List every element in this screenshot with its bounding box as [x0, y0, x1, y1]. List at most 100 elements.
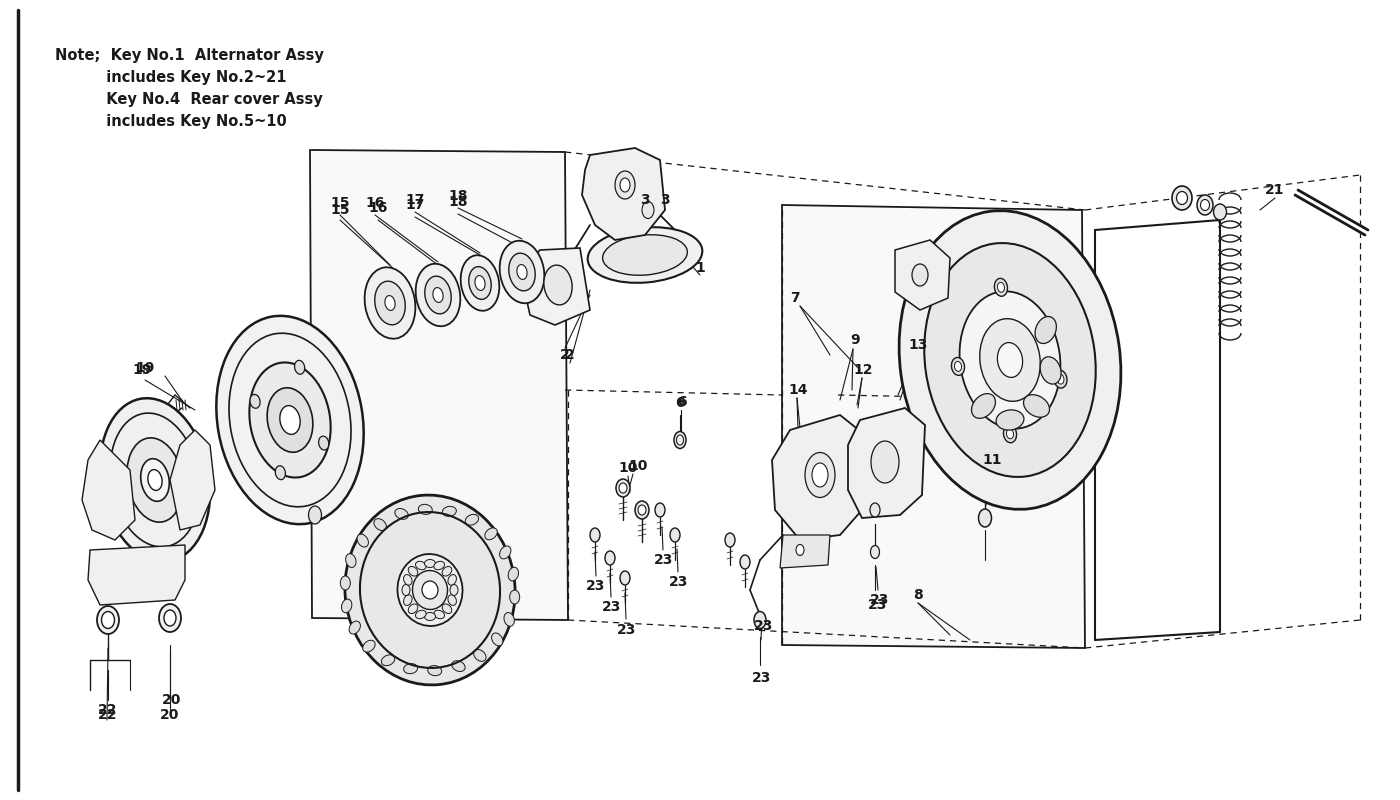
Ellipse shape: [671, 528, 680, 542]
Ellipse shape: [1057, 374, 1064, 384]
Ellipse shape: [980, 318, 1040, 402]
Ellipse shape: [871, 546, 879, 558]
Polygon shape: [83, 440, 134, 540]
Text: 16: 16: [368, 201, 388, 215]
Text: 11: 11: [983, 453, 1002, 467]
Text: 14: 14: [788, 383, 808, 397]
Ellipse shape: [899, 210, 1121, 510]
Ellipse shape: [620, 178, 630, 192]
Ellipse shape: [448, 595, 456, 606]
Ellipse shape: [402, 585, 410, 595]
Text: 1: 1: [696, 261, 704, 275]
Ellipse shape: [416, 610, 426, 618]
Ellipse shape: [416, 264, 461, 326]
Ellipse shape: [869, 503, 881, 517]
Ellipse shape: [952, 358, 965, 375]
Ellipse shape: [434, 562, 444, 570]
Ellipse shape: [871, 441, 899, 483]
Ellipse shape: [1007, 429, 1014, 438]
Ellipse shape: [959, 291, 1060, 429]
Polygon shape: [783, 205, 1085, 648]
Ellipse shape: [508, 567, 518, 581]
Polygon shape: [848, 408, 925, 518]
Ellipse shape: [1214, 204, 1226, 220]
Ellipse shape: [319, 436, 329, 450]
Ellipse shape: [473, 650, 486, 662]
Ellipse shape: [294, 360, 305, 374]
Ellipse shape: [1035, 317, 1057, 343]
Text: 22: 22: [98, 708, 118, 722]
Text: 2: 2: [560, 348, 570, 362]
Polygon shape: [582, 148, 665, 240]
Ellipse shape: [251, 394, 260, 408]
Ellipse shape: [375, 281, 405, 325]
Ellipse shape: [979, 509, 991, 527]
Ellipse shape: [340, 576, 350, 590]
Text: 12: 12: [853, 363, 872, 377]
Ellipse shape: [797, 545, 804, 555]
Ellipse shape: [421, 581, 438, 599]
Ellipse shape: [484, 528, 497, 540]
Ellipse shape: [442, 566, 452, 576]
Ellipse shape: [403, 574, 412, 585]
Ellipse shape: [217, 316, 364, 524]
Ellipse shape: [1040, 357, 1061, 384]
Polygon shape: [169, 430, 216, 530]
Ellipse shape: [409, 604, 417, 614]
Ellipse shape: [442, 604, 452, 614]
Ellipse shape: [442, 506, 456, 517]
Ellipse shape: [164, 610, 176, 626]
Ellipse shape: [741, 555, 750, 569]
Text: 2: 2: [566, 348, 575, 362]
Ellipse shape: [449, 585, 458, 595]
Text: includes Key No.5~10: includes Key No.5~10: [55, 114, 287, 129]
Text: 13: 13: [909, 338, 928, 352]
Ellipse shape: [141, 458, 169, 502]
Ellipse shape: [385, 295, 395, 310]
Ellipse shape: [997, 342, 1022, 378]
Ellipse shape: [616, 479, 630, 497]
Ellipse shape: [725, 533, 735, 547]
Ellipse shape: [424, 276, 451, 314]
Polygon shape: [895, 240, 951, 310]
Ellipse shape: [101, 611, 115, 629]
Text: 19: 19: [136, 361, 154, 375]
Ellipse shape: [1004, 425, 1016, 442]
Ellipse shape: [812, 463, 827, 487]
Text: Key No.4  Rear cover Assy: Key No.4 Rear cover Assy: [55, 92, 323, 107]
Ellipse shape: [465, 514, 479, 525]
Ellipse shape: [469, 266, 491, 299]
Ellipse shape: [755, 611, 766, 629]
Ellipse shape: [995, 410, 1023, 430]
Ellipse shape: [955, 362, 962, 371]
Ellipse shape: [364, 267, 416, 338]
Text: 23: 23: [669, 575, 689, 589]
Polygon shape: [88, 545, 185, 605]
Polygon shape: [519, 248, 589, 325]
Ellipse shape: [413, 570, 448, 610]
Polygon shape: [309, 150, 568, 620]
Ellipse shape: [543, 265, 573, 305]
Ellipse shape: [160, 604, 181, 632]
Ellipse shape: [403, 595, 412, 606]
Text: 17: 17: [406, 198, 424, 212]
Text: 15: 15: [330, 203, 350, 217]
Text: Note;  Key No.1  Alternator Assy: Note; Key No.1 Alternator Assy: [55, 48, 323, 63]
Text: 23: 23: [752, 671, 771, 685]
Ellipse shape: [346, 554, 356, 567]
Ellipse shape: [434, 610, 444, 618]
Ellipse shape: [1172, 186, 1191, 210]
Ellipse shape: [398, 554, 462, 626]
Ellipse shape: [504, 613, 514, 626]
Ellipse shape: [381, 655, 395, 666]
Polygon shape: [780, 535, 830, 568]
Ellipse shape: [508, 253, 535, 291]
Text: 15: 15: [330, 196, 350, 210]
Ellipse shape: [673, 431, 686, 449]
Ellipse shape: [1023, 394, 1050, 418]
Ellipse shape: [997, 282, 1004, 292]
Ellipse shape: [605, 551, 615, 565]
Ellipse shape: [1197, 195, 1212, 215]
Text: 9: 9: [850, 333, 860, 347]
Text: 20: 20: [162, 693, 182, 707]
